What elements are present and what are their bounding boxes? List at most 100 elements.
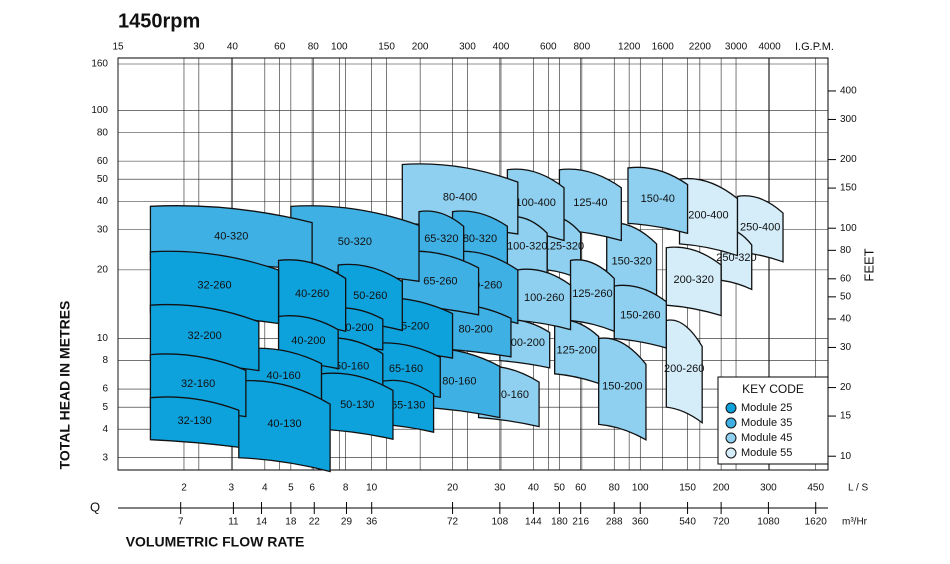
- pump-tile: [320, 372, 394, 441]
- y-tick-label: 60: [97, 156, 109, 167]
- x3-unit: m³/Hr: [842, 517, 868, 528]
- tile-label: 250-400: [740, 221, 780, 233]
- tile-label: 150-40: [641, 193, 675, 205]
- tile-label: 80-200: [458, 324, 492, 336]
- legend: KEY CODE Module 25 Module 35 Module 45 Modul…: [717, 376, 829, 465]
- y-tick-label: 8: [102, 355, 108, 366]
- pump-tile: [382, 379, 435, 434]
- y2-tick-label: 60: [840, 273, 852, 284]
- tile-label: 125-40: [573, 197, 607, 209]
- x-unit: L / S: [848, 483, 869, 494]
- tile-label: 150-320: [611, 256, 651, 268]
- tile-label: 80-160: [442, 375, 476, 387]
- pump-tile: [678, 177, 739, 257]
- x2-tick-label: 600: [540, 42, 557, 53]
- y-tick-label: 3: [102, 452, 108, 463]
- legend-box: [717, 376, 829, 465]
- x-tick-label: 10: [366, 483, 378, 494]
- y-tick-label: 5: [102, 402, 108, 413]
- x2-tick-label: 400: [493, 42, 510, 53]
- pump-tile: [665, 246, 722, 317]
- x3-tick-label: 22: [309, 517, 321, 528]
- tile-label: 50-200: [339, 322, 373, 334]
- x3-tick-label: 288: [606, 517, 623, 528]
- x2-tick-label: 40: [227, 42, 239, 53]
- tile-label: 40-160: [267, 370, 301, 382]
- tile-label: 40-320: [214, 231, 248, 243]
- legend-label: Module 45: [741, 432, 792, 444]
- tile-label: 50-130: [340, 399, 374, 411]
- y-tick-label: 160: [91, 59, 108, 70]
- tile-label: 32-200: [187, 330, 221, 342]
- x-tick-label: 60: [575, 483, 587, 494]
- tile-label: 65-200: [395, 321, 429, 333]
- x3-tick-label: 1080: [757, 517, 780, 528]
- y-axis-title: TOTAL HEAD IN METRES: [57, 301, 73, 470]
- x3-tick-label: 72: [447, 517, 459, 528]
- legend-title: KEY CODE: [742, 382, 804, 396]
- y2-tick-label: 200: [840, 154, 857, 165]
- y-tick-label: 10: [97, 333, 109, 344]
- y2-tick-label: 30: [840, 342, 852, 353]
- legend-swatch: [725, 447, 737, 459]
- x2-tick-label: 100: [331, 42, 348, 53]
- x3-tick-label: 144: [525, 517, 542, 528]
- y2-tick-label: 15: [840, 411, 852, 422]
- x2-tick-label: 60: [274, 42, 286, 53]
- x2-tick-label: 1600: [652, 42, 675, 53]
- tile-label: 40-130: [267, 418, 301, 430]
- x2-unit: I.G.P.M.: [795, 41, 834, 53]
- tile-label: 200-260: [664, 363, 704, 375]
- y-tick-label: 30: [97, 224, 109, 235]
- legend-swatch: [725, 432, 737, 444]
- tile-label: 80-320: [463, 233, 497, 245]
- legend-label: Module 55: [741, 447, 792, 459]
- x3-tick-label: 36: [366, 517, 378, 528]
- tile-label: 125-200: [556, 344, 596, 356]
- y-tick-label: 80: [97, 127, 109, 138]
- tile-label: 200-400: [688, 209, 728, 221]
- tile-label: 40-260: [295, 288, 329, 300]
- x3-tick-label: 1620: [805, 517, 828, 528]
- tile-label: 200-320: [674, 274, 714, 286]
- y-tick-label: 40: [97, 196, 109, 207]
- x-tick-label: 6: [309, 483, 315, 494]
- y2-tick-label: 300: [840, 114, 857, 125]
- x-tick-label: 2: [181, 483, 187, 494]
- tile-label: 32-160: [181, 378, 215, 390]
- x2-tick-label: 2200: [689, 42, 712, 53]
- tile-label: 65-160: [389, 363, 423, 375]
- tile-label: 125-260: [572, 288, 612, 300]
- pump-tile: [569, 259, 615, 333]
- x-tick-label: 150: [679, 483, 696, 494]
- tile-label: 125-320: [544, 241, 584, 253]
- tile-label: 150-200: [602, 381, 642, 393]
- x2-tick-label: 300: [459, 42, 476, 53]
- x-axis-title: VOLUMETRIC FLOW RATE: [126, 534, 305, 550]
- legend-swatch: [725, 417, 737, 429]
- legend-swatch: [725, 402, 737, 414]
- x-symbol: Q: [90, 499, 100, 514]
- x2-tick-label: 800: [574, 42, 591, 53]
- x3-tick-label: 720: [713, 517, 730, 528]
- tile-label: 50-260: [353, 290, 387, 302]
- x-tick-label: 20: [447, 483, 459, 494]
- tile-label: 100-200: [505, 337, 545, 349]
- x-tick-label: 100: [632, 483, 649, 494]
- x-tick-label: 5: [288, 483, 294, 494]
- pump-tile: [598, 337, 647, 441]
- x2-tick-label: 15: [112, 42, 124, 53]
- x2-tick-label: 30: [193, 42, 205, 53]
- x-tick-label: 3: [228, 483, 234, 494]
- y2-tick-label: 50: [840, 291, 852, 302]
- y2-tick-label: 10: [840, 451, 852, 462]
- x3-tick-label: 11: [228, 517, 239, 528]
- legend-label: Module 35: [741, 417, 792, 429]
- x3-tick-label: 7: [178, 517, 184, 528]
- x3-tick-label: 108: [491, 517, 508, 528]
- y2-tick-label: 400: [840, 86, 857, 97]
- x-tick-label: 50: [554, 483, 566, 494]
- tile-label: 40-200: [291, 335, 325, 347]
- y2-tick-label: 150: [840, 183, 857, 194]
